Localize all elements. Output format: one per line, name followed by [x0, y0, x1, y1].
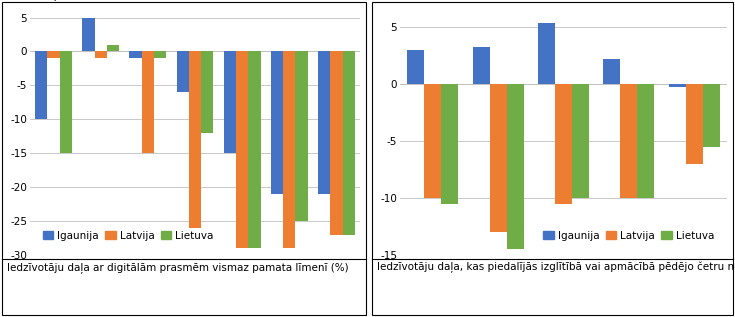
Bar — [35, 51, 48, 119]
Legend: Igaunija, Latvija, Lietuva: Igaunija, Latvija, Lietuva — [539, 226, 719, 245]
Bar — [555, 84, 572, 204]
Bar — [271, 51, 283, 194]
Bar — [506, 84, 523, 249]
Bar — [330, 51, 343, 235]
Bar — [441, 84, 458, 204]
Bar — [223, 51, 236, 153]
Bar — [490, 84, 506, 232]
Bar — [189, 51, 201, 228]
Bar — [538, 23, 555, 84]
Bar — [236, 51, 248, 248]
Bar — [48, 51, 60, 58]
Bar — [60, 51, 72, 153]
Bar — [603, 59, 620, 84]
Bar — [473, 47, 490, 84]
Bar — [343, 51, 355, 235]
Bar — [424, 84, 441, 198]
Bar — [620, 84, 637, 198]
Bar — [572, 84, 589, 198]
Bar — [686, 84, 703, 164]
Text: Iedzīvotāju daļa, kas piedalījās izglītībā vai apmācībā pēdējo četru nedēļu laik: Iedzīvotāju daļa, kas piedalījās izglītī… — [377, 262, 735, 273]
Bar — [295, 51, 308, 221]
Text: Iedzīvotāju daļa ar digitālām prasmēm vismaz pamata līmenī (%): Iedzīvotāju daļa ar digitālām prasmēm vi… — [7, 262, 348, 273]
Legend: Igaunija, Latvija, Lietuva: Igaunija, Latvija, Lietuva — [38, 226, 218, 245]
Bar — [107, 45, 119, 51]
Bar — [637, 84, 654, 198]
Bar — [407, 50, 424, 84]
Bar — [95, 51, 107, 58]
Bar — [129, 51, 142, 58]
Bar — [703, 84, 720, 147]
Bar — [318, 51, 330, 194]
Bar — [82, 17, 95, 51]
Bar — [142, 51, 154, 153]
Bar — [201, 51, 213, 133]
Bar — [283, 51, 295, 248]
Bar — [154, 51, 166, 58]
Bar — [669, 84, 686, 87]
Bar — [176, 51, 189, 92]
Bar — [248, 51, 260, 248]
